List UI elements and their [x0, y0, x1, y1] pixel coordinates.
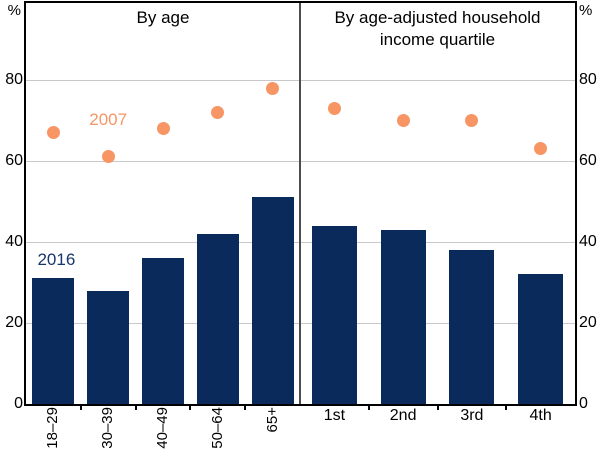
dot-2007-4th — [534, 142, 548, 156]
panel-title-income-quartile: By age-adjusted household income quartil… — [300, 7, 575, 51]
y-tick-label-right-80: 80 — [579, 70, 597, 88]
x-boundary-tick — [79, 405, 82, 410]
dot-2007-1st — [327, 101, 341, 115]
y-axis-unit-right: % — [579, 2, 593, 19]
y-tick-label-left-20: 20 — [5, 313, 23, 331]
dot-2007-18–29 — [46, 126, 60, 140]
x-tick-label-2nd: 2nd — [389, 407, 417, 424]
y-tick-label-left-80: 80 — [5, 70, 23, 88]
plot-area: 2007 2016 — [26, 3, 575, 404]
x-boundary-tick — [244, 405, 247, 410]
y-tick-label-right-20: 20 — [579, 313, 597, 331]
dot-2007-3rd — [465, 113, 479, 127]
x-tick-label-1st: 1st — [323, 407, 346, 424]
y-tick-label-right-0: 0 — [579, 395, 588, 412]
dot-2007-2nd — [396, 113, 410, 127]
x-tick-label-30–39: 30–39 — [99, 407, 117, 449]
x-boundary-tick — [367, 405, 370, 410]
bar-2016-65+ — [251, 197, 294, 404]
dot-2007-50–64 — [211, 105, 225, 119]
bar-2016-50–64 — [196, 233, 239, 404]
x-tick-label-50–64: 50–64 — [208, 407, 226, 449]
x-boundary-tick — [505, 405, 508, 410]
y-tick-label-right-40: 40 — [579, 232, 597, 250]
x-tick-label-18–29: 18–29 — [44, 407, 62, 449]
dot-2007-30–39 — [101, 150, 115, 164]
x-boundary-tick — [436, 405, 439, 410]
bar-2016-30–39 — [87, 290, 130, 404]
series-label-2016: 2016 — [37, 250, 76, 270]
bar-2016-3rd — [449, 250, 495, 404]
x-boundary-tick — [134, 405, 137, 410]
panel-divider — [299, 3, 301, 404]
x-tick-label-3rd: 3rd — [460, 407, 484, 424]
x-boundary-tick — [189, 405, 192, 410]
dot-2007-65+ — [266, 81, 280, 95]
panel-title-by-age: By age — [26, 7, 300, 29]
bar-2016-40–49 — [142, 258, 184, 404]
panel-title-by-age-text: By age — [136, 8, 190, 27]
bar-2016-4th — [518, 274, 564, 404]
y-axis-unit-left: % — [7, 2, 21, 19]
bar-2016-1st — [311, 225, 357, 404]
bar-2016-2nd — [380, 229, 426, 404]
dot-2007-40–49 — [156, 122, 170, 136]
y-tick-label-right-60: 60 — [579, 151, 597, 169]
bar-2016-18–29 — [32, 278, 75, 404]
x-tick-label-65+: 65+ — [263, 407, 281, 433]
series-label-2007: 2007 — [89, 110, 128, 130]
y-tick-label-left-0: 0 — [14, 395, 23, 412]
x-tick-label-40–49: 40–49 — [154, 407, 171, 449]
y-tick-label-left-60: 60 — [5, 151, 23, 169]
x-tick-label-4th: 4th — [529, 407, 552, 424]
panel-title-income-quartile-text: By age-adjusted household income quartil… — [334, 8, 541, 49]
y-tick-label-left-40: 40 — [5, 232, 23, 250]
